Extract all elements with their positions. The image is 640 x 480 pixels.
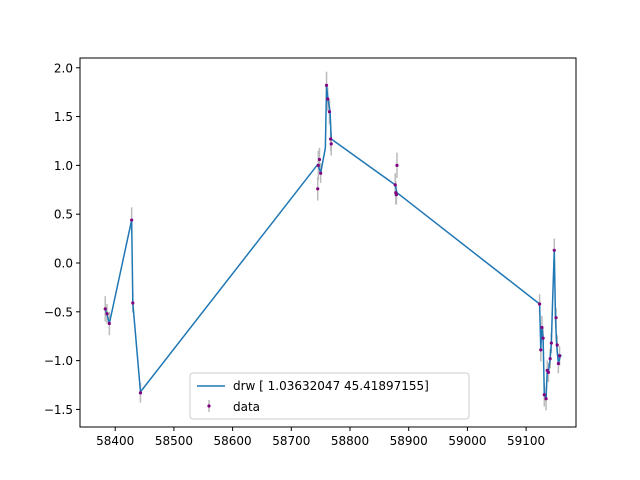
drw-line [104,85,562,400]
y-tick-label-4: 0.5 [54,208,73,222]
legend: drw [ 1.03632047 45.41897155] data [189,372,470,420]
data-point-22 [541,336,545,340]
x-tick-label-7: 59100 [507,434,545,448]
x-tick-label-1: 58500 [155,434,193,448]
marker-layer [103,83,562,401]
data-point-12 [327,110,332,114]
y-tick-label-5: 1.0 [54,159,73,173]
y-tick-label-2: −0.5 [44,305,73,319]
data-point-29 [552,248,556,252]
data-point-14 [329,142,333,146]
x-axis: 58400 58500 58600 58700 58800 58900 59000 59100 [96,427,545,448]
data-point-8 [317,157,322,162]
data-point-28 [549,341,553,345]
legend-marker-swatch [207,404,211,408]
y-tick-label-0: −1.5 [44,403,73,417]
data-point-30 [554,316,558,320]
x-tick-label-6: 59000 [448,434,486,448]
x-tick-label-3: 58700 [272,434,310,448]
data-point-10 [324,83,329,87]
data-point-20 [539,348,543,352]
data-point-4 [131,301,135,305]
y-tick-label-6: 1.5 [54,110,73,124]
data-point-27 [548,357,552,361]
x-tick-label-0: 58400 [96,434,134,448]
data-point-2 [107,321,111,326]
data-point-21 [540,325,544,330]
y-tick-label-3: 0.0 [54,257,73,271]
data-point-9 [319,171,323,175]
x-tick-label-5: 58900 [390,434,428,448]
data-point-17 [394,193,398,197]
data-point-32 [556,361,560,366]
plot-area [103,71,562,411]
data-point-11 [326,97,330,101]
legend-box [189,372,470,420]
x-tick-label-4: 58800 [331,434,369,448]
data-point-18 [395,163,399,167]
y-tick-label-1: −1.0 [44,354,73,368]
data-point-26 [546,370,551,374]
data-point-6 [316,187,320,191]
x-tick-label-2: 58600 [214,434,252,448]
y-axis: −1.5 −1.0 −0.5 0.0 0.5 1.0 1.5 2.0 [44,61,80,417]
line-layer [104,85,562,400]
data-point-33 [557,354,562,358]
data-point-19 [538,302,542,306]
data-point-3 [130,218,134,222]
y-tick-label-7: 2.0 [54,61,73,75]
legend-label-data: data [233,400,260,414]
data-point-23 [542,393,546,397]
data-point-13 [329,137,333,141]
data-point-0 [103,307,107,311]
legend-label-drw: drw [ 1.03632047 45.41897155] [233,379,429,393]
data-point-7 [316,163,320,167]
data-point-15 [393,183,397,187]
data-point-5 [138,391,143,395]
data-point-24 [544,397,548,401]
axes-frame [79,57,577,428]
data-point-1 [105,312,109,316]
data-point-31 [555,343,559,347]
